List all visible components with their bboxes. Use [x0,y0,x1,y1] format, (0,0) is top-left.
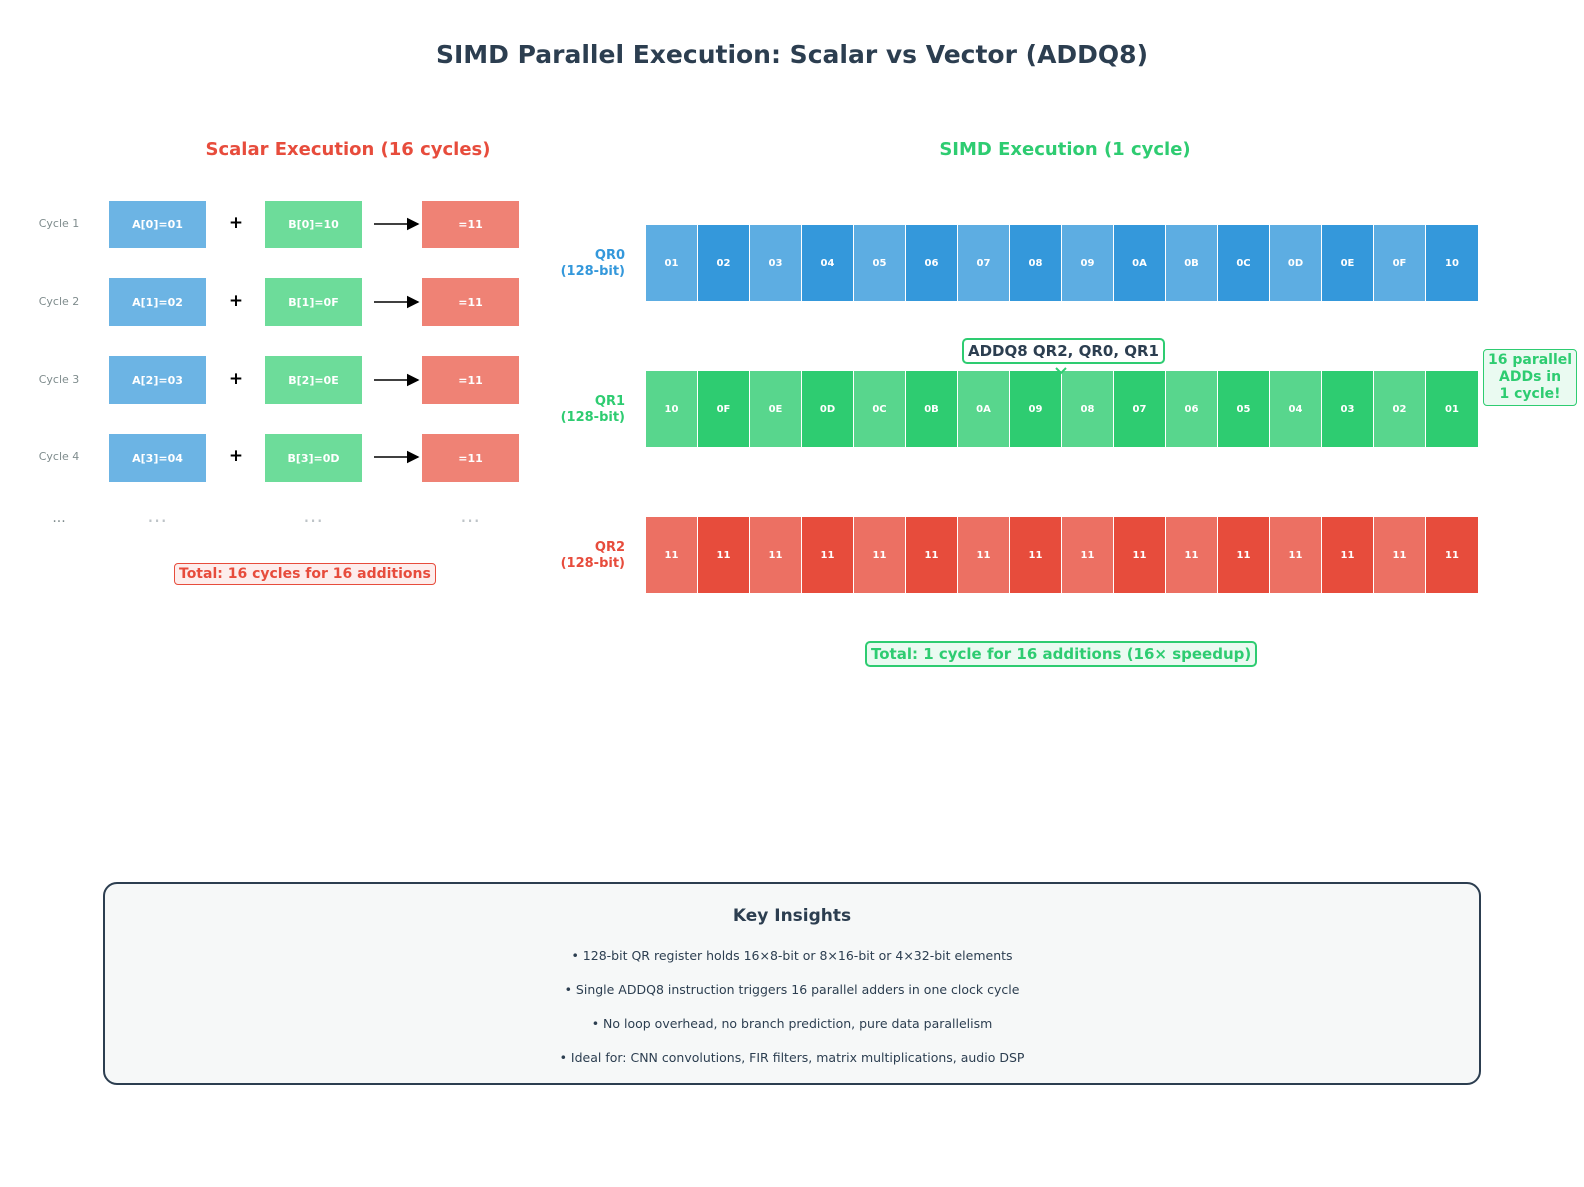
lane-cell: 05 [854,225,906,301]
lane-cell: 0E [750,371,802,447]
register-label-qr2: QR2 (128-bit) [560,540,625,571]
lane-cell: 05 [1218,371,1270,447]
insights-title: Key Insights [732,906,852,926]
lane-cell: 11 [1062,517,1114,593]
chevron-down-icon [1055,367,1067,375]
simd-total: Total: 1 cycle for 16 additions (16× spe… [865,641,1258,667]
lane-cell: 03 [750,225,802,301]
lane-cell: 0B [1166,225,1218,301]
lane-cell: 04 [802,225,854,301]
lane-cell: 11 [854,517,906,593]
ellipsis-dots: ⋯ [460,508,481,532]
plus-sign: + [228,369,244,389]
lane-cell: 11 [1114,517,1166,593]
insight-item: • No loop overhead, no branch prediction… [591,1016,993,1031]
scalar-heading: Scalar Execution (16 cycles) [205,139,491,160]
result-box: =11 [422,278,519,326]
lane-cell: 0A [1114,225,1166,301]
lane-cell: 11 [646,517,698,593]
lane-cell: 0F [1374,225,1426,301]
cycle-label: Cycle 4 [38,450,80,463]
simd-heading: SIMD Execution (1 cycle) [939,139,1191,160]
lane-cell: 11 [750,517,802,593]
page-title: SIMD Parallel Execution: Scalar vs Vecto… [435,40,1148,69]
register-label-qr0: QR0 (128-bit) [560,248,625,279]
lane-cell: 11 [1010,517,1062,593]
lane-cell: 02 [698,225,750,301]
lane-cell: 11 [698,517,750,593]
lane-cell: 01 [646,225,698,301]
lane-cell: 09 [1062,225,1114,301]
insight-item: • Single ADDQ8 instruction triggers 16 p… [564,982,1020,997]
lane-cell: 04 [1270,371,1322,447]
operand-b-box: B[2]=0E [265,356,362,404]
lane-cell: 0E [1322,225,1374,301]
operand-a-box: A[1]=02 [109,278,206,326]
result-box: =11 [422,356,519,404]
register-qr1: 10 0F 0E 0D 0C 0B 0A 09 08 07 06 05 04 0… [646,371,1478,447]
operand-b-box: B[1]=0F [265,278,362,326]
lane-cell: 08 [1010,225,1062,301]
lane-cell: 11 [1322,517,1374,593]
lane-cell: 11 [958,517,1010,593]
lane-cell: 02 [1374,371,1426,447]
register-qr0: 01 02 03 04 05 06 07 08 09 0A 0B 0C 0D 0… [646,225,1478,301]
lane-cell: 10 [1426,225,1478,301]
lane-cell: 11 [802,517,854,593]
insight-item: • 128-bit QR register holds 16×8-bit or … [571,948,1013,963]
plus-sign: + [228,446,244,466]
operand-b-box: B[0]=10 [265,201,362,248]
lane-cell: 11 [906,517,958,593]
lane-cell: 07 [958,225,1010,301]
cycle-label: Cycle 3 [38,373,80,386]
arrow-icons [374,217,420,464]
ellipsis-dots: ⋯ [147,508,168,532]
lane-cell: 0C [854,371,906,447]
lane-cell: 0C [1218,225,1270,301]
lane-cell: 10 [646,371,698,447]
lane-cell: 11 [1426,517,1478,593]
lane-cell: 01 [1426,371,1478,447]
plus-sign: + [228,291,244,311]
lane-cell: 0F [698,371,750,447]
cycle-label: Cycle 2 [38,295,80,308]
lane-cell: 0D [802,371,854,447]
ellipsis-label: ... [52,510,66,526]
operand-a-box: A[3]=04 [109,434,206,482]
insight-item: • Ideal for: CNN convolutions, FIR filte… [559,1050,1025,1065]
lane-cell: 11 [1374,517,1426,593]
key-insights-panel: Key Insights • 128-bit QR register holds… [103,882,1481,1085]
cycle-label: Cycle 1 [38,217,80,230]
lane-cell: 0D [1270,225,1322,301]
lane-cell: 03 [1322,371,1374,447]
result-box: =11 [422,434,519,482]
scalar-total: Total: 16 cycles for 16 additions [174,563,436,585]
register-qr2: 11 11 11 11 11 11 11 11 11 11 11 11 11 1… [646,517,1478,593]
lane-cell: 11 [1270,517,1322,593]
instruction-callout: ADDQ8 QR2, QR0, QR1 [962,338,1165,364]
lane-cell: 06 [1166,371,1218,447]
lane-cell: 0B [906,371,958,447]
lane-cell: 06 [906,225,958,301]
lane-cell: 0A [958,371,1010,447]
operand-a-box: A[0]=01 [109,201,206,248]
operand-a-box: A[2]=03 [109,356,206,404]
lane-cell: 11 [1218,517,1270,593]
lane-cell: 07 [1114,371,1166,447]
register-label-qr1: QR1 (128-bit) [560,394,625,425]
operand-b-box: B[3]=0D [265,434,362,482]
lane-cell: 09 [1010,371,1062,447]
lane-cell: 11 [1166,517,1218,593]
lane-cell: 08 [1062,371,1114,447]
result-box: =11 [422,201,519,248]
ellipsis-dots: ⋯ [303,508,324,532]
parallel-note: 16 parallel ADDs in 1 cycle! [1483,349,1578,406]
plus-sign: + [228,213,244,233]
